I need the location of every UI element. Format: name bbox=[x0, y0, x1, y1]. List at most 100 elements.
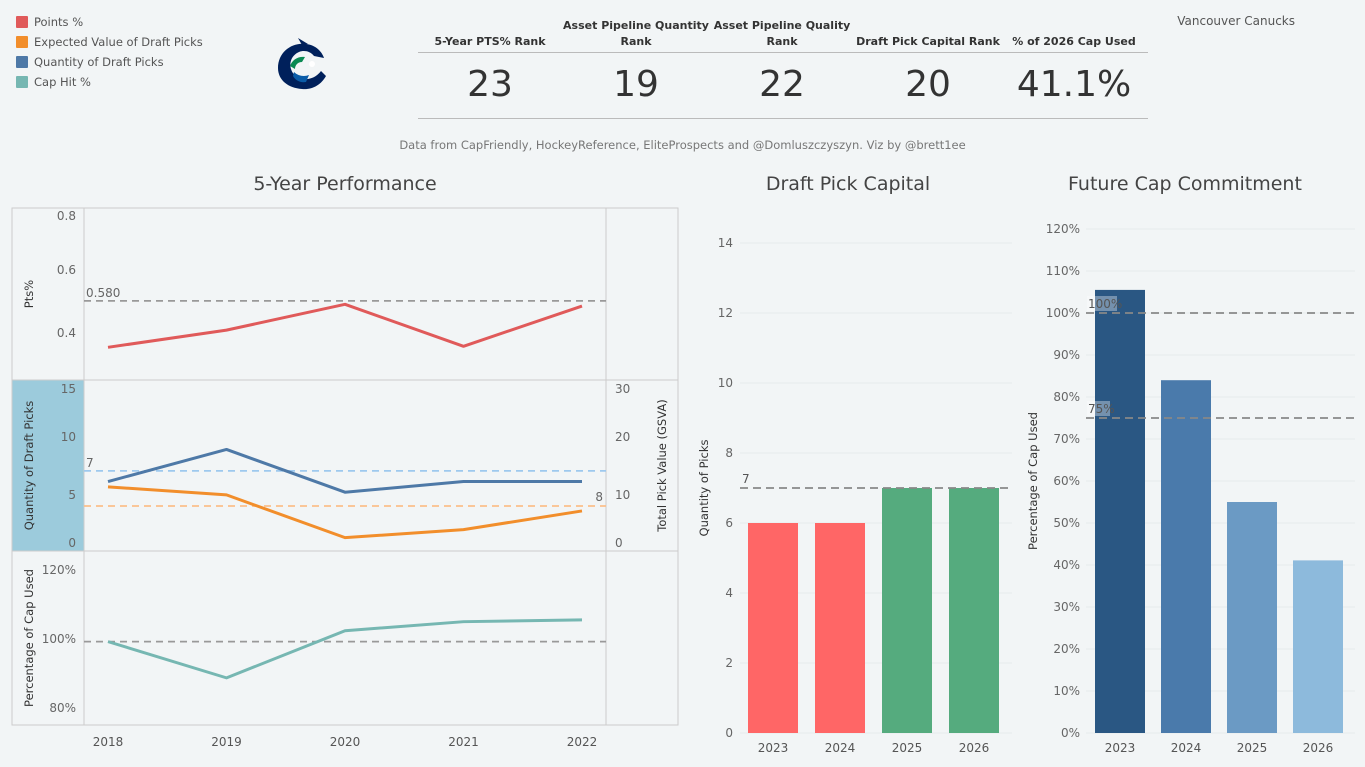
y-tick-label: 0 bbox=[68, 536, 76, 550]
x-tick-label: 2022 bbox=[567, 735, 598, 749]
y-tick-label: 0.8 bbox=[57, 209, 76, 223]
x-tick-label: 2024 bbox=[1171, 741, 1202, 755]
y-tick-label: 120% bbox=[42, 563, 76, 577]
x-tick-label: 2019 bbox=[211, 735, 242, 749]
series-line bbox=[107, 302, 583, 349]
y-tick-label: 12 bbox=[718, 306, 733, 320]
y-tick-label: 100% bbox=[1046, 306, 1080, 320]
y-tick-label: 50% bbox=[1053, 516, 1080, 530]
y-tick-label: 4 bbox=[725, 586, 733, 600]
legend-item: Quantity of Draft Picks bbox=[16, 53, 164, 71]
cap-commitment-chart: 0% 10% 20% 30% 40% 50% 60% 70% 80% 90% 100% 110% 120… bbox=[1026, 222, 1355, 755]
y-tick-label-right: 10 bbox=[615, 488, 630, 502]
reference-label: 75% bbox=[1088, 402, 1115, 416]
reference-label-bg bbox=[1087, 401, 1110, 416]
y-tick-label: 70% bbox=[1053, 432, 1080, 446]
kpi-label: Draft Pick Capital Rank bbox=[856, 35, 1000, 48]
y-tick-label: 80% bbox=[1053, 390, 1080, 404]
bar bbox=[1161, 380, 1211, 733]
bar bbox=[949, 488, 999, 733]
y-tick-label: 0% bbox=[1061, 726, 1080, 740]
kpi-value: 41.1% bbox=[1016, 64, 1132, 105]
kpi-label: Asset Pipeline Quality Rank bbox=[713, 19, 851, 48]
reference-label-right: 8 bbox=[595, 490, 603, 504]
y-tick-label: 60% bbox=[1053, 474, 1080, 488]
y-tick-label-right: 20 bbox=[615, 430, 630, 444]
legend-swatch bbox=[16, 16, 28, 28]
draft-pick-chart: 0 2 4 6 8 10 12 14 Quantity of Picks 2023 2024 2025… bbox=[697, 236, 1012, 755]
y-tick-label: 0 bbox=[725, 726, 733, 740]
y-tick-label: 14 bbox=[718, 236, 733, 250]
x-tick-label: 2020 bbox=[330, 735, 361, 749]
y-tick-label: 15 bbox=[61, 382, 76, 396]
kpi-value: 22 bbox=[759, 64, 805, 105]
series-line bbox=[107, 447, 582, 494]
x-tick-label: 2023 bbox=[1105, 741, 1136, 755]
y-tick-label: 40% bbox=[1053, 558, 1080, 572]
legend-swatch bbox=[16, 76, 28, 88]
y-tick-label-right: 0 bbox=[615, 536, 623, 550]
kpi-divider-top bbox=[418, 52, 1148, 53]
y-tick-label-right: 30 bbox=[615, 382, 630, 396]
legend-item: Points % bbox=[16, 13, 83, 31]
bar bbox=[1095, 289, 1145, 733]
legend-label: Quantity of Draft Picks bbox=[34, 55, 164, 69]
chart-frame bbox=[11, 207, 679, 726]
y-axis-label: Percentage of Cap Used bbox=[22, 569, 36, 707]
reference-label-bg bbox=[1087, 296, 1117, 311]
legend-item: Cap Hit % bbox=[16, 73, 91, 91]
y-tick-label: 0.4 bbox=[57, 326, 76, 340]
kpi-label: 5-Year PTS% Rank bbox=[434, 35, 546, 48]
y-axis-label: Percentage of Cap Used bbox=[1026, 412, 1040, 550]
series-line bbox=[107, 618, 583, 680]
reference-label: 100% bbox=[1088, 297, 1122, 311]
legend-label: Expected Value of Draft Picks bbox=[34, 35, 203, 49]
x-tick-label: 2025 bbox=[892, 741, 923, 755]
y-tick-label: 100% bbox=[42, 632, 76, 646]
legend-swatch bbox=[16, 36, 28, 48]
x-tick-label: 2025 bbox=[1237, 741, 1268, 755]
bar bbox=[815, 523, 865, 733]
kpi-label: % of 2026 Cap Used bbox=[1012, 35, 1136, 48]
x-tick-label: 2023 bbox=[758, 741, 789, 755]
y-tick-label: 2 bbox=[725, 656, 733, 670]
y-tick-label: 120% bbox=[1046, 222, 1080, 236]
kpi-label: Asset Pipeline Quantity Rank bbox=[563, 19, 709, 48]
y-tick-label: 10 bbox=[61, 430, 76, 444]
kpi-value: 20 bbox=[905, 64, 951, 105]
draft-title: Draft Pick Capital bbox=[765, 173, 931, 195]
x-tick-label: 2024 bbox=[825, 741, 856, 755]
bar bbox=[1227, 502, 1277, 733]
y-tick-label: 6 bbox=[725, 516, 733, 530]
legend-swatch bbox=[16, 56, 28, 68]
bar bbox=[1293, 560, 1343, 733]
panel-highlight bbox=[12, 380, 84, 551]
kpi-value: 19 bbox=[613, 64, 659, 105]
reference-label: 7 bbox=[742, 472, 750, 486]
y-tick-label: 80% bbox=[49, 701, 76, 715]
x-tick-label: 2026 bbox=[959, 741, 990, 755]
y-tick-label: 10% bbox=[1053, 684, 1080, 698]
legend-label: Points % bbox=[34, 15, 84, 29]
bar bbox=[882, 488, 932, 733]
reference-label: 7 bbox=[86, 456, 94, 470]
y-axis-label: Pts% bbox=[22, 280, 36, 308]
kpi-divider-bottom bbox=[418, 118, 1148, 119]
orca-logo-icon bbox=[278, 38, 326, 90]
reference-label: 0.580 bbox=[86, 286, 120, 300]
kpi-value: 23 bbox=[467, 64, 513, 105]
credit-text: Data from CapFriendly, HockeyReference, … bbox=[399, 138, 966, 152]
y-tick-label: 30% bbox=[1053, 600, 1080, 614]
y-tick-label: 10 bbox=[718, 376, 733, 390]
y-axis-label-right: Total Pick Value (GSVA) bbox=[655, 399, 669, 532]
y-axis-label: Quantity of Draft Picks bbox=[22, 401, 36, 531]
performance-chart: 0.4 0.6 0.8 Pts% 0.580 0 5 10 15 0 10 20 30 Quantity … bbox=[11, 207, 679, 749]
cap-title: Future Cap Commitment bbox=[1068, 173, 1302, 195]
y-tick-label: 20% bbox=[1053, 642, 1080, 656]
series-line bbox=[107, 485, 583, 540]
legend-label: Cap Hit % bbox=[34, 75, 91, 89]
y-tick-label: 110% bbox=[1046, 264, 1080, 278]
y-tick-label: 5 bbox=[68, 488, 76, 502]
y-tick-label: 0.6 bbox=[57, 263, 76, 277]
x-tick-label: 2021 bbox=[448, 735, 479, 749]
